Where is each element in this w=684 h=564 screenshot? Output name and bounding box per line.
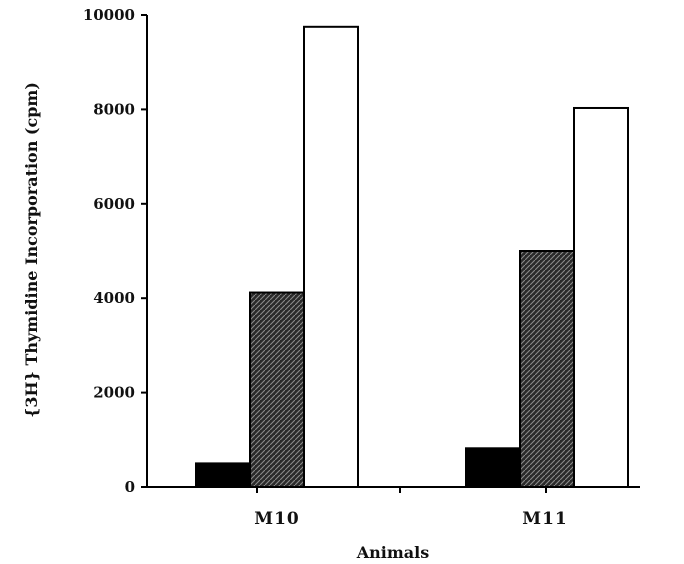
- y-tick-label: 8000: [93, 100, 135, 118]
- y-axis-title: {3H} Thymidine Incorporation (cpm): [22, 82, 41, 418]
- y-tick-label: 0: [125, 478, 135, 496]
- y-tick-label: 6000: [93, 195, 135, 213]
- bar-m11-series-2: [519, 250, 575, 488]
- bar-m10-series-2: [249, 291, 305, 489]
- x-category-label: M11: [522, 509, 567, 529]
- bar-m11-series-3: [573, 106, 629, 488]
- category-labels: M10 M11: [254, 509, 567, 529]
- bar-m10-series-1: [195, 462, 251, 488]
- x-category-label: M10: [254, 509, 299, 529]
- bar-m10-series-3: [303, 25, 359, 489]
- bar-m11-series-1: [465, 447, 521, 488]
- y-tick-label: 4000: [93, 289, 135, 307]
- x-axis-title: Animals: [356, 543, 430, 562]
- y-tick-label: 10000: [83, 6, 135, 24]
- y-tick-label: 2000: [93, 384, 135, 402]
- bars: [195, 25, 629, 489]
- y-axis: 0 2000 4000 6000 8000 10000: [83, 6, 148, 496]
